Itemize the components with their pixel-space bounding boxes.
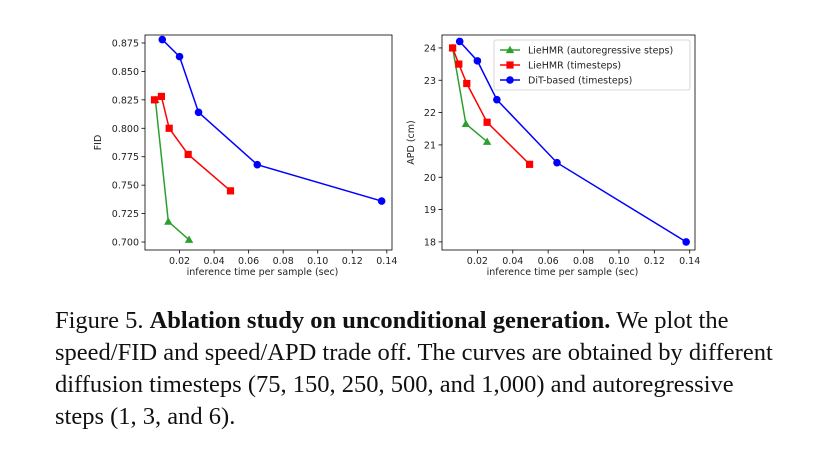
- fid-y-tick-label: 0.700: [112, 238, 139, 249]
- apd-data-point: [473, 57, 482, 65]
- fid-x-tick-label: 0.06: [238, 256, 259, 267]
- apd-data-point: [682, 238, 690, 246]
- apd-data-point: [463, 79, 471, 88]
- fid-data-point: [150, 96, 159, 104]
- caption-body: We plot the speed/FID and speed/APD trad…: [55, 307, 773, 430]
- fid-data-point: [175, 52, 184, 61]
- apd-x-tick-label: 0.14: [679, 256, 700, 267]
- fid-y-tick-label: 0.725: [112, 209, 139, 220]
- fid-axes-frame: [144, 34, 393, 251]
- apd-data-point: [461, 119, 471, 128]
- fid-data-point: [377, 197, 386, 205]
- apd-x-tick-label: 0.10: [608, 256, 629, 267]
- fid-data-point: [226, 187, 235, 195]
- apd-legend-marker: [506, 76, 514, 84]
- fid-data-point: [158, 35, 167, 44]
- fid-y-tick-label: 0.800: [112, 124, 139, 135]
- apd-y-tick-label: 24: [424, 43, 436, 54]
- fid-data-point: [165, 124, 173, 132]
- fid-x-tick-label: 0.08: [273, 256, 294, 267]
- apd-legend-label: LieHMR (autoregressive steps): [528, 45, 673, 56]
- fid-x-axis-label: inference time per sample (sec): [187, 267, 339, 278]
- fid-x-tick-label: 0.12: [342, 256, 363, 267]
- apd-data-point: [525, 160, 534, 168]
- fid-y-axis-label: FID: [93, 135, 104, 151]
- apd-y-tick-label: 22: [424, 108, 436, 119]
- apd-y-tick-label: 20: [424, 173, 436, 184]
- apd-legend-label: DiT-based (timesteps): [528, 75, 632, 86]
- apd-axes-frame: [441, 34, 696, 251]
- fid-x-tick-label: 0.10: [307, 256, 328, 267]
- apd-x-tick-label: 0.08: [573, 256, 594, 267]
- fid-data-point: [184, 150, 192, 159]
- apd-data-point: [483, 118, 491, 126]
- caption-title: Ablation study on unconditional generati…: [149, 307, 611, 334]
- figure-caption: Figure 5. Ablation study on unconditiona…: [55, 305, 775, 433]
- fid-data-point: [157, 92, 166, 101]
- apd-data-point: [455, 60, 463, 68]
- apd-y-tick-label: 18: [424, 237, 436, 248]
- caption-label: Figure 5.: [55, 307, 144, 334]
- fid-series-line-0: [154, 99, 190, 241]
- fid-x-tick-label: 0.04: [204, 256, 225, 267]
- fid-data-point: [253, 160, 262, 169]
- fid-data-point: [184, 235, 194, 243]
- fid-data-point: [164, 217, 173, 225]
- fid-y-tick-label: 0.850: [112, 67, 139, 78]
- apd-y-tick-label: 23: [424, 76, 436, 87]
- apd-x-tick-label: 0.12: [644, 256, 665, 267]
- fid-y-tick-label: 0.775: [112, 152, 139, 163]
- apd-data-point: [553, 158, 561, 167]
- apd-y-tick-label: 21: [424, 140, 436, 151]
- fid-series-line-1: [154, 95, 231, 192]
- apd-legend-box: [493, 39, 691, 91]
- apd-data-point: [449, 44, 457, 52]
- apd-x-tick-label: 0.02: [467, 256, 488, 267]
- fid-y-tick-label: 0.875: [112, 38, 139, 49]
- apd-data-point: [455, 37, 464, 46]
- fid-x-tick-label: 0.14: [376, 256, 397, 267]
- apd-x-tick-label: 0.04: [502, 256, 523, 267]
- apd-data-point: [482, 137, 492, 145]
- fid-y-tick-label: 0.750: [112, 181, 139, 192]
- apd-y-axis-label: APD (cm): [406, 120, 417, 164]
- fid-series-line-2: [161, 39, 382, 202]
- fid-x-tick-label: 0.02: [169, 256, 190, 267]
- apd-legend-marker: [506, 61, 514, 69]
- apd-legend-marker: [505, 45, 515, 54]
- apd-y-tick-label: 19: [424, 205, 436, 216]
- fid-y-tick-label: 0.825: [112, 95, 139, 106]
- fid-data-point: [194, 108, 203, 117]
- apd-legend-label: LieHMR (timesteps): [528, 60, 621, 71]
- apd-x-tick-label: 0.06: [538, 256, 559, 267]
- apd-x-axis-label: inference time per sample (sec): [487, 267, 639, 278]
- apd-data-point: [493, 95, 501, 104]
